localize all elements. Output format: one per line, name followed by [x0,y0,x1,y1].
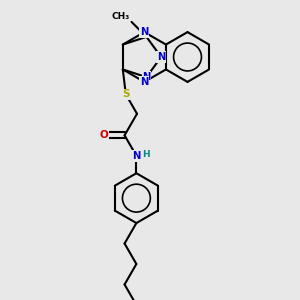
Text: O: O [99,130,108,140]
Text: N: N [140,27,148,37]
Text: N: N [142,72,151,82]
Text: CH₃: CH₃ [112,12,130,21]
Text: N: N [157,52,165,62]
Text: N: N [140,77,148,87]
Text: S: S [122,89,130,99]
Text: N: N [132,151,141,161]
Text: H: H [142,150,149,159]
